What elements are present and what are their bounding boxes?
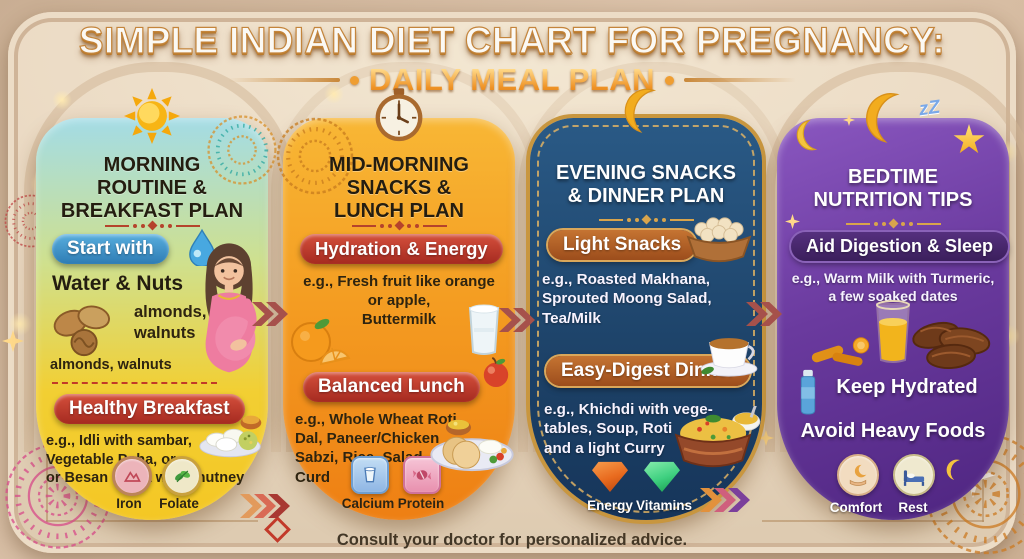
glow-dot bbox=[8, 312, 32, 336]
disclaimer-text: Consult your doctor for personalized adv… bbox=[336, 531, 688, 549]
candy-icon bbox=[412, 470, 432, 480]
hydration-energy-pill: Hydration & Energy bbox=[300, 234, 503, 264]
sun-icon bbox=[124, 88, 180, 144]
dashed-divider bbox=[52, 382, 217, 384]
rest-badge bbox=[893, 454, 935, 496]
crescent-moon-icon bbox=[946, 459, 960, 480]
ornament-dot bbox=[664, 75, 674, 85]
panel-title: EVENING SNACKS & DINNER PLAN bbox=[555, 162, 737, 207]
dinner-examples: e.g., Khichdi with vege- tables, Soup, R… bbox=[544, 401, 713, 457]
lunch-examples: e.g., Whole Wheat Roti, Dal, Paneer/Chic… bbox=[295, 411, 461, 486]
badge-label: Protein bbox=[397, 496, 445, 511]
next-arrow-icon bbox=[240, 494, 290, 518]
mountain-icon bbox=[123, 471, 141, 482]
folate-badge bbox=[162, 456, 202, 496]
apple-icon bbox=[483, 357, 509, 387]
glow-dot bbox=[324, 84, 344, 104]
arch-decoration bbox=[765, 62, 1024, 452]
almonds-walnuts-icon bbox=[53, 305, 111, 357]
badge-label: Energy bbox=[587, 498, 633, 513]
healthy-breakfast-pill: Healthy Breakfast bbox=[54, 394, 245, 424]
glow-dot bbox=[52, 90, 72, 110]
badge-label: Comfort bbox=[829, 500, 883, 515]
calcium-badge bbox=[351, 456, 389, 494]
page-subtitle: DAILY MEAL PLAN bbox=[369, 62, 655, 97]
energy-gem-icon bbox=[592, 461, 628, 492]
panel-title: MORNING ROUTINE & BREAKFAST PLAN bbox=[60, 154, 244, 222]
hand-moon-icon bbox=[849, 464, 870, 486]
leaf-icon bbox=[175, 470, 191, 483]
page-title: SIMPLE INDIAN DIET CHART FOR PREGNANCY: bbox=[78, 19, 946, 61]
comfort-badge bbox=[837, 454, 879, 496]
mandala-teal-icon bbox=[207, 115, 277, 185]
thali-plate-icon bbox=[430, 419, 514, 472]
snacks-examples: e.g., Roasted Makhana, Sprouted Moong Sa… bbox=[542, 271, 712, 327]
protein-badge bbox=[403, 456, 441, 494]
corner-line bbox=[46, 446, 48, 522]
dates-icon bbox=[912, 321, 991, 370]
badge-label: Folate bbox=[159, 496, 199, 511]
bed-icon bbox=[903, 470, 925, 486]
crescent-moon-icon bbox=[624, 88, 657, 133]
next-arrow-icon bbox=[746, 302, 782, 326]
clock-icon bbox=[375, 88, 423, 142]
next-arrow-icon bbox=[700, 488, 750, 512]
badge-label: Vitamins bbox=[635, 498, 693, 513]
avoid-heavy-foods-tip: Avoid Heavy Foods bbox=[800, 420, 986, 442]
next-arrow-icon bbox=[499, 308, 535, 332]
water-nuts-heading: Water & Nuts bbox=[52, 272, 184, 295]
pregnant-woman-illustration bbox=[205, 243, 257, 373]
badge-label: Rest bbox=[898, 500, 928, 515]
idli-plate-icon bbox=[199, 415, 262, 458]
turmeric-icon bbox=[811, 337, 870, 366]
sleep-zs: zZ bbox=[917, 96, 942, 121]
milk-glass-icon bbox=[364, 467, 376, 483]
keep-hydrated-tip: Keep Hydrated bbox=[836, 376, 978, 398]
start-with-pill: Start with bbox=[52, 234, 169, 264]
subtitle-row: DAILY MEAL PLAN bbox=[0, 62, 1024, 98]
khichdi-bowl-icon bbox=[674, 406, 761, 468]
corner-line bbox=[46, 520, 258, 522]
mandala-orange-icon bbox=[276, 117, 354, 195]
badge-label: Iron bbox=[116, 496, 142, 511]
panel-morning: MORNING ROUTINE & BREAKFAST PLAN Start w… bbox=[36, 88, 277, 520]
title-ornament bbox=[530, 214, 762, 225]
corner-line bbox=[982, 438, 984, 522]
panel-midmorning: MID-MORNING SNACKS & LUNCH PLAN Hydratio… bbox=[276, 88, 515, 520]
corner-line bbox=[762, 520, 984, 522]
ornament-line-right bbox=[683, 78, 796, 82]
title-ornament bbox=[283, 220, 515, 231]
title-ornament bbox=[36, 220, 268, 231]
tea-cup-icon bbox=[700, 338, 758, 377]
iron-badge bbox=[112, 456, 152, 496]
next-arrow-icon bbox=[252, 302, 288, 326]
nuts-line: almonds, walnuts bbox=[50, 357, 172, 373]
ornament-dot bbox=[350, 75, 359, 85]
panel-title: BEDTIME NUTRITION TIPS bbox=[813, 166, 973, 211]
star-icon bbox=[953, 124, 985, 154]
hydration-examples: e.g., Fresh fruit like orange or apple, … bbox=[303, 273, 495, 329]
badge-label: Calcium bbox=[341, 496, 395, 511]
panel-title: MID-MORNING SNACKS & LUNCH PLAN bbox=[329, 154, 469, 222]
water-bottle-icon bbox=[800, 369, 816, 415]
makhana-bowl-icon bbox=[686, 217, 752, 263]
crescent-moon-icon bbox=[796, 119, 818, 151]
golden-milk-glass-icon bbox=[875, 300, 911, 363]
water-drop-icon bbox=[189, 228, 215, 266]
panel-evening: EVENING SNACKS & DINNER PLAN Light Snack… bbox=[530, 88, 762, 520]
orange-fruit-icon bbox=[291, 318, 351, 366]
light-snacks-pill: Light Snacks bbox=[548, 230, 697, 260]
title-ornament bbox=[777, 218, 1009, 229]
aid-digestion-sleep-pill: Aid Digestion & Sleep bbox=[791, 232, 1009, 261]
nuts-caption: almonds, walnuts bbox=[134, 303, 207, 343]
buttermilk-glass-icon bbox=[468, 304, 500, 355]
ornament-line-left bbox=[228, 78, 340, 82]
balanced-lunch-pill: Balanced Lunch bbox=[303, 372, 480, 402]
crescent-moon-icon bbox=[866, 93, 900, 143]
panel-bedtime: zZ BEDTIME NUTRITION TIPS Aid Digestion … bbox=[777, 93, 1009, 520]
